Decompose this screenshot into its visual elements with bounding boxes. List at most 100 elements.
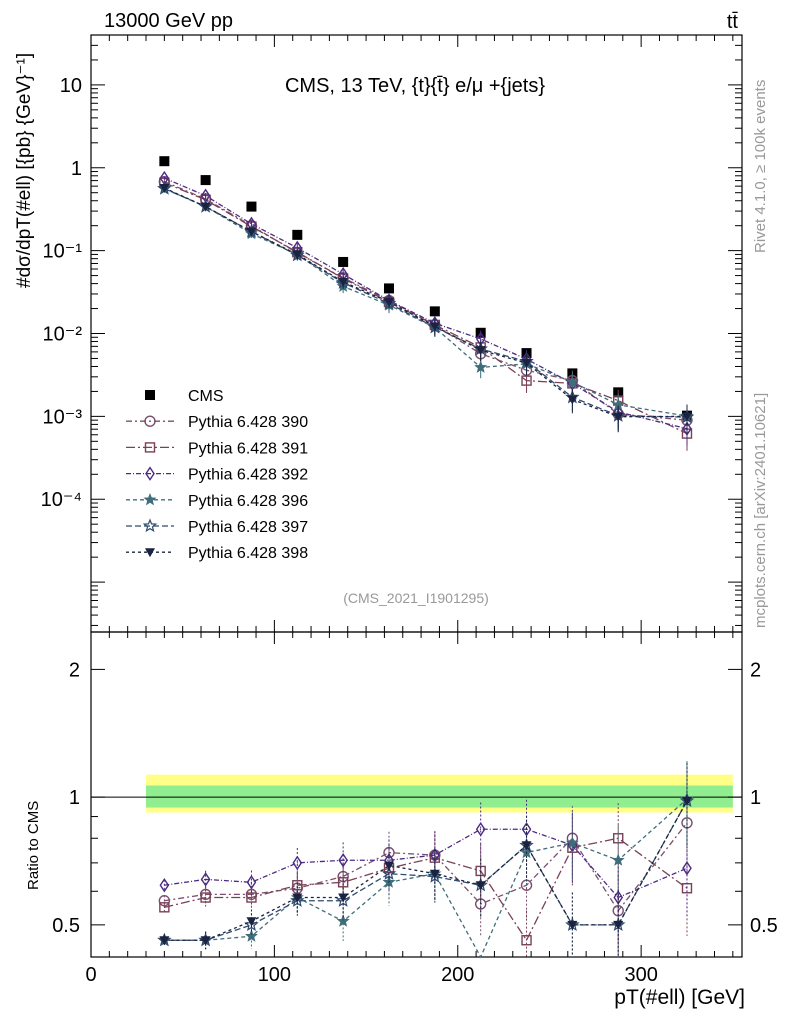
series-line bbox=[164, 188, 688, 417]
main-y-axis-title: #dσ/dpT(#ell) [{pb} {GeV}⁻¹] bbox=[14, 53, 35, 288]
ratio-point bbox=[292, 855, 303, 871]
ratio-y-tick-label-right: 2 bbox=[750, 659, 761, 681]
data-point bbox=[383, 297, 394, 307]
legend-label: Pythia 6.428 391 bbox=[188, 440, 308, 457]
ratio-y-tick-label-right: 0.5 bbox=[750, 915, 778, 937]
ratio-point bbox=[335, 893, 351, 907]
ratio-point bbox=[383, 861, 394, 871]
data-point bbox=[246, 227, 257, 237]
legend-marker bbox=[145, 548, 155, 558]
data-point bbox=[159, 183, 170, 193]
legend-marker bbox=[142, 518, 158, 533]
ratio-point bbox=[338, 852, 348, 868]
main-panel-frame bbox=[90, 34, 743, 633]
x-tick-label: 0 bbox=[85, 964, 96, 986]
main-y-tick-label: 1 bbox=[71, 158, 82, 180]
data-point bbox=[338, 277, 349, 287]
series-ratio-line bbox=[164, 822, 688, 912]
legend-label: Pythia 6.428 398 bbox=[188, 545, 308, 562]
data-point bbox=[521, 359, 532, 369]
ratio-point bbox=[567, 920, 578, 930]
data-point bbox=[338, 256, 349, 267]
legend-entry: Pythia 6.428 397 bbox=[126, 518, 308, 536]
ratio-point bbox=[292, 893, 303, 903]
ratio-point bbox=[681, 796, 692, 806]
main-y-tick-label: 10⁻³ bbox=[43, 406, 83, 428]
legend-marker bbox=[144, 415, 156, 427]
mcplots-label: mcplots.cern.ch [arXiv:2401.10621] bbox=[752, 393, 769, 628]
ratio-point bbox=[521, 841, 532, 851]
legend-label: Pythia 6.428 390 bbox=[188, 414, 308, 431]
ratio-point bbox=[682, 860, 692, 876]
legend-label: Pythia 6.428 397 bbox=[188, 519, 308, 536]
ratio-y-tick-label-right: 1 bbox=[750, 787, 761, 809]
axis-ticks: 0 100 200 300 10⁻⁴ 10⁻³ 10⁻² 10⁻¹ 1 10 0.5 0.5 1 1 2 2 bbox=[41, 34, 778, 986]
ratio-point bbox=[381, 866, 397, 880]
data-point bbox=[681, 412, 692, 422]
ratio-point bbox=[336, 914, 350, 927]
ratio-point bbox=[521, 935, 532, 946]
ratio-point bbox=[429, 869, 440, 879]
ratio-point bbox=[200, 892, 211, 903]
ratio-point bbox=[475, 822, 486, 837]
x-tick-label: 200 bbox=[441, 964, 474, 986]
data-point bbox=[474, 360, 488, 373]
band-green bbox=[146, 785, 733, 808]
ratio-point bbox=[200, 872, 211, 887]
series-ratio-line bbox=[164, 837, 688, 942]
data-point bbox=[567, 395, 578, 405]
legend-label: CMS bbox=[188, 388, 224, 405]
series-5 bbox=[157, 180, 695, 957]
legend-entry: Pythia 6.428 391 bbox=[126, 440, 308, 457]
beam-label: 13000 GeV pp bbox=[104, 10, 233, 32]
ratio-point bbox=[200, 936, 211, 946]
data-point bbox=[159, 156, 170, 167]
x-tick-label: 300 bbox=[624, 964, 657, 986]
series-ratio-line bbox=[164, 800, 688, 941]
series-line bbox=[164, 177, 688, 430]
legend-entry: Pythia 6.428 398 bbox=[126, 545, 308, 562]
data-point bbox=[682, 421, 692, 436]
series-line bbox=[164, 181, 688, 421]
ratio-point bbox=[158, 895, 171, 907]
series-2 bbox=[159, 177, 693, 957]
legend-entry: Pythia 6.428 390 bbox=[126, 414, 308, 431]
ratio-y-axis-title: Ratio to CMS bbox=[25, 801, 42, 890]
analysis-watermark: (CMS_2021_I1901295) bbox=[343, 590, 489, 606]
plot-title: CMS, 13 TeV, {t}{t̄} e/μ +{jets} bbox=[285, 75, 545, 97]
main-y-tick-label: 10⁻¹ bbox=[43, 241, 83, 263]
legend-label: Pythia 6.428 392 bbox=[188, 467, 308, 484]
data-point bbox=[383, 283, 394, 294]
legend-label: Pythia 6.428 396 bbox=[188, 493, 308, 510]
data-point bbox=[429, 322, 440, 332]
legend-marker bbox=[144, 442, 156, 453]
ratio-point bbox=[611, 853, 625, 866]
data-point bbox=[246, 201, 257, 212]
ratio-point bbox=[475, 881, 486, 891]
series-layer bbox=[157, 156, 695, 959]
legend-entry: Pythia 6.428 392 bbox=[126, 466, 308, 484]
ratio-y-tick-label-left: 2 bbox=[69, 659, 80, 681]
legend-marker bbox=[143, 492, 157, 506]
data-point bbox=[475, 346, 486, 356]
rivet-version-label: Rivet 4.1.0, ≥ 100k events bbox=[752, 80, 769, 253]
process-label: tt̄ bbox=[727, 11, 739, 33]
legend: CMS Pythia 6.428 390 Pythia 6.428 391 Pythi… bbox=[126, 388, 308, 562]
ratio-y-tick-label-left: 1 bbox=[69, 787, 80, 809]
series-6 bbox=[159, 183, 692, 957]
x-axis-title: pT(#ell) [GeV] bbox=[614, 986, 745, 1009]
main-y-tick-label: 10 bbox=[60, 75, 82, 97]
series-ratio-line bbox=[164, 798, 688, 959]
series-ratio-line bbox=[164, 828, 688, 899]
series-0 bbox=[159, 156, 692, 421]
ratio-y-tick-label-left: 0.5 bbox=[52, 915, 80, 937]
ratio-point bbox=[565, 836, 579, 849]
uncertainty-band bbox=[146, 774, 733, 813]
data-point bbox=[613, 412, 624, 422]
series-ratio-line bbox=[164, 800, 688, 941]
series-line bbox=[164, 188, 687, 418]
ratio-point bbox=[159, 936, 170, 946]
legend-marker bbox=[145, 466, 155, 481]
ratio-point bbox=[292, 880, 303, 891]
